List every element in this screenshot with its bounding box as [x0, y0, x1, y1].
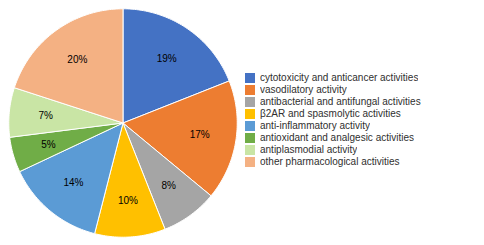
svg-text:5%: 5%	[41, 139, 56, 150]
svg-text:14%: 14%	[63, 177, 83, 188]
svg-text:17%: 17%	[190, 129, 210, 140]
html-text:cytotoxicity and anticancer ac: cytotoxicity and anticancer activities	[260, 72, 419, 83]
html-text:other pharmacological activiti: other pharmacological activities	[260, 156, 400, 167]
svg-text:10%: 10%	[118, 195, 138, 206]
html-text:antioxidant and analgesic acti: antioxidant and analgesic activities	[260, 132, 414, 143]
svg-text:19%: 19%	[157, 53, 177, 64]
html-text:antiplasmodial activity: antiplasmodial activity	[260, 144, 358, 155]
html-text:antibacterial and antifungal a: antibacterial and antifungal activities	[260, 96, 421, 107]
svg-text:8%: 8%	[161, 180, 176, 191]
html-text:vasodilatory activity: vasodilatory activity	[260, 84, 347, 95]
svg-text:7%: 7%	[38, 110, 53, 121]
svg-text:20%: 20%	[67, 54, 87, 65]
html-text:anti-inflammatory activity: anti-inflammatory activity	[260, 120, 370, 131]
html-text:β2AR and spasmolytic activitie: β2AR and spasmolytic activities	[260, 108, 401, 119]
